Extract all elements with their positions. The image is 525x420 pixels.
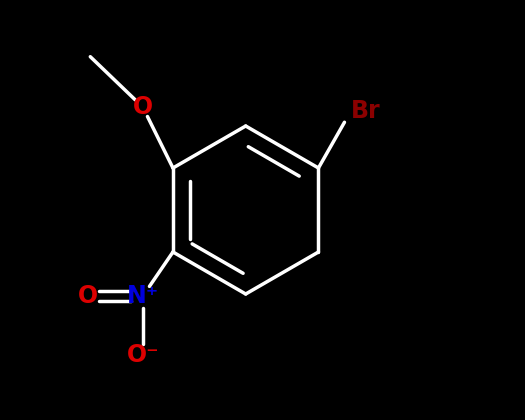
Text: O: O <box>78 284 98 308</box>
Text: O⁻: O⁻ <box>127 343 159 367</box>
Text: O: O <box>133 95 153 119</box>
Text: N⁺: N⁺ <box>127 284 159 308</box>
Text: Br: Br <box>351 99 380 123</box>
